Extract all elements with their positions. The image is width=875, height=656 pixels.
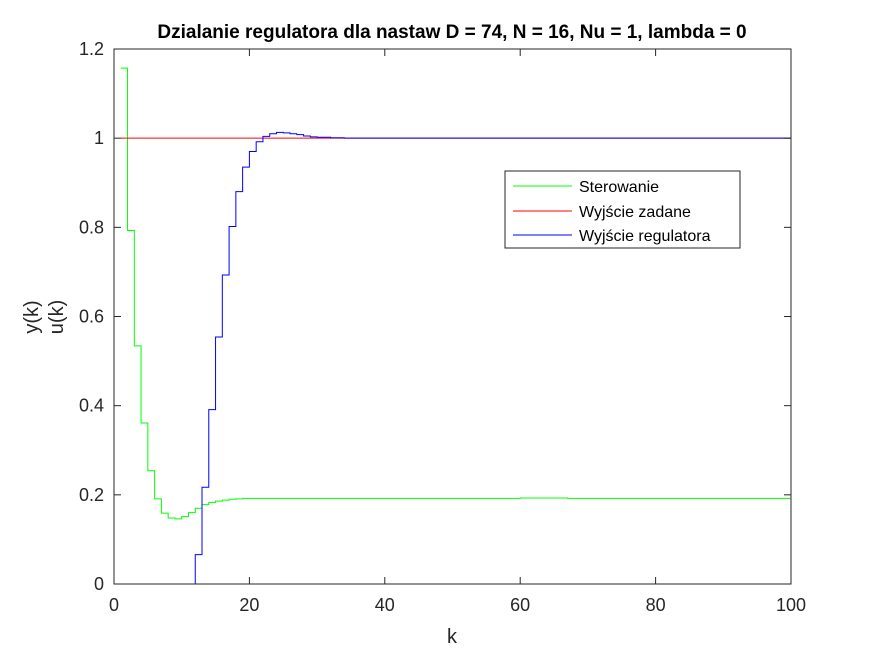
legend-label-wyjscie-regulatora: Wyjście regulatora [579,228,711,245]
y-tick-label: 0.4 [79,396,104,416]
y-tick-label: 0.2 [79,485,104,505]
x-tick-label: 100 [776,595,806,615]
y-axis: 0 0.2 0.4 0.6 0.8 1 1.2 [79,39,791,594]
x-tick-label: 20 [239,595,259,615]
legend-label-wyjscie-zadane: Wyjście zadane [579,204,691,221]
y-tick-label: 1 [94,128,104,148]
x-axis: 0 20 40 60 80 100 [109,49,806,615]
x-tick-label: 40 [375,595,395,615]
x-tick-label: 60 [510,595,530,615]
y-tick-label: 0.8 [79,217,104,237]
x-axis-label: k [447,626,458,648]
x-tick-label: 80 [646,595,666,615]
legend: Sterowanie Wyjście zadane Wyjście regula… [504,170,741,249]
legend-label-sterowanie: Sterowanie [579,179,659,196]
plot-area [114,49,791,584]
x-tick-label: 0 [109,595,119,615]
series-line-0 [120,67,791,520]
y-tick-label: 0.6 [79,307,104,327]
y-tick-label: 1.2 [79,39,104,59]
y-axis-label-u: u(k) [46,300,68,334]
series-line-2 [120,131,791,585]
chart-title: Dzialanie regulatora dla nastaw D = 74, … [157,22,746,43]
y-axis-label-y: y(k) [21,300,43,333]
y-tick-label: 0 [94,574,104,594]
series-layer [120,67,791,585]
